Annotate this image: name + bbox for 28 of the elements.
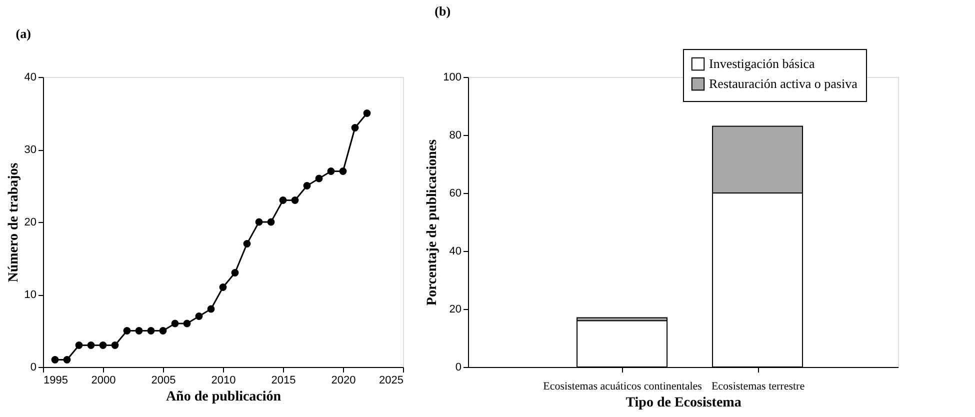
y-axis-title: Número de trabajos [6,162,22,282]
x-tick-label: 2020 [331,374,356,386]
chart-title: (a) [16,26,31,41]
y-tick-label: 100 [443,72,462,84]
x-tick-label: 2010 [211,374,236,386]
y-tick-label: 60 [449,188,462,200]
y-tick-label: 20 [449,304,462,316]
x-tick-label: 2005 [151,374,176,386]
x-axis-title: Año de publicación [166,390,282,404]
y-axis-title: Porcentaje de publicaciones [425,138,440,306]
y-tick-label: 0 [455,362,462,374]
chart-title: (b) [434,4,451,18]
y-tick-label: 30 [24,144,36,156]
y-tick-label: 0 [30,362,36,374]
x-axis-title: Tipo de Ecosistema [626,396,742,410]
x-tick-label: 2025 [379,374,404,386]
x-tick-label: 1995 [44,374,68,386]
legend-label: Investigación básica [709,56,815,71]
legend-label: Restauración activa o pasiva [709,76,858,91]
x-tick-label: Ecosistemas terrestre [711,380,805,392]
y-tick-label: 80 [449,130,462,142]
x-tick-label: 2015 [271,374,296,386]
y-tick-label: 10 [24,289,36,301]
x-tick-label: Ecosistemas acuáticos continentales [543,380,702,392]
y-tick-label: 20 [24,216,36,228]
x-tick-label: 2000 [91,374,116,386]
y-tick-label: 40 [449,246,462,258]
y-tick-label: 40 [24,72,36,84]
